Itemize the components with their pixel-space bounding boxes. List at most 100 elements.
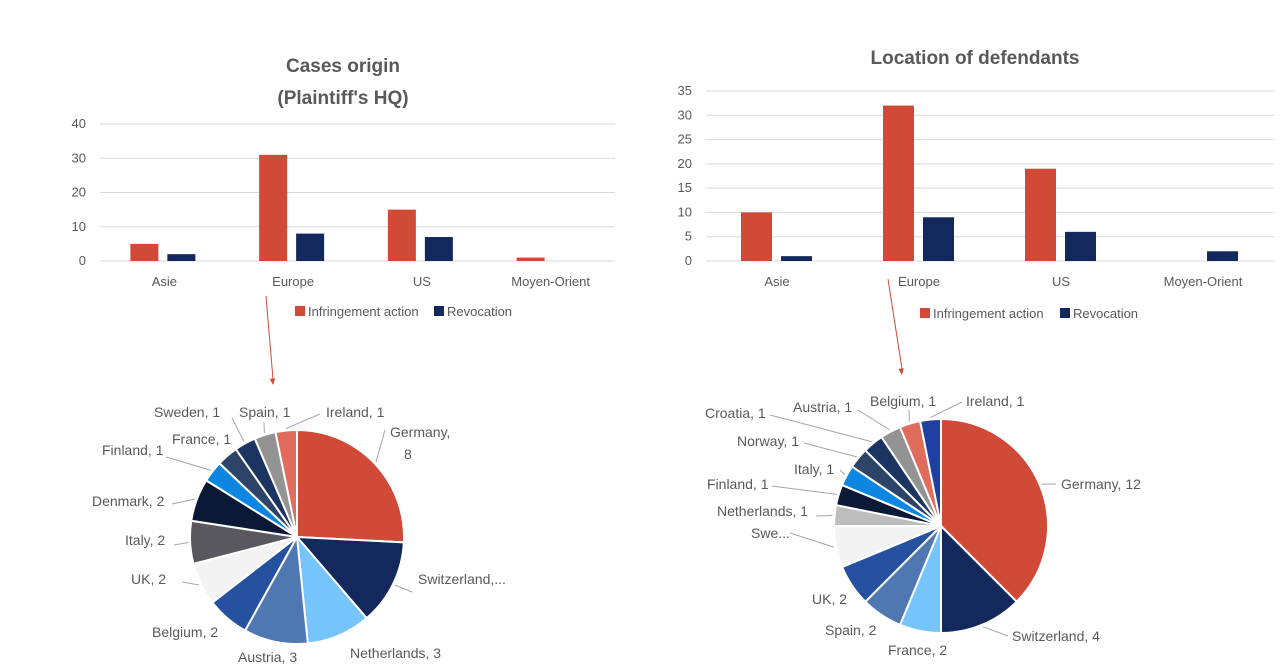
bar-revocation	[1207, 251, 1238, 261]
arrow-line	[266, 296, 273, 379]
x-tick-label: US	[1052, 274, 1070, 289]
leader-line	[816, 515, 833, 516]
pie-data-label: Belgium, 1	[870, 393, 936, 409]
y-tick-label: 40	[72, 116, 86, 131]
y-tick-label: 5	[685, 229, 692, 244]
leader-line	[286, 414, 320, 429]
pie-data-label: Austria, 1	[793, 399, 852, 415]
pie-slice-germany	[297, 430, 404, 542]
y-tick-label: 35	[678, 83, 692, 98]
leader-line	[840, 470, 845, 475]
bar-revocation	[425, 237, 453, 261]
legend-label: Revocation	[1073, 306, 1138, 321]
legend-swatch	[1060, 308, 1070, 318]
bar-infringement-action	[130, 244, 158, 261]
bar-infringement-action	[517, 258, 545, 261]
leader-line	[232, 418, 244, 442]
bar-infringement-action	[741, 212, 772, 261]
bar-infringement-action	[1025, 169, 1056, 261]
bar-infringement-action	[259, 155, 287, 261]
pie-data-label: Finland, 1	[102, 442, 164, 458]
leader-line	[790, 533, 834, 547]
leader-line	[395, 585, 412, 592]
pie-data-label: Austria, 3	[238, 649, 297, 665]
pie-data-label: Finland, 1	[707, 476, 769, 492]
pie-data-label: Germany, 12	[1061, 476, 1141, 492]
x-tick-label: Moyen-Orient	[511, 274, 590, 289]
leader-line	[772, 486, 837, 494]
y-tick-label: 20	[72, 185, 86, 200]
leader-line	[858, 410, 890, 430]
arrow-line	[888, 279, 902, 369]
pie-data-label: Italy, 1	[794, 461, 834, 477]
leader-line	[166, 457, 211, 470]
legend-label: Revocation	[447, 304, 512, 319]
pie-data-label: Swe...	[751, 525, 790, 541]
bar-revocation	[1065, 232, 1096, 261]
x-tick-label: Asie	[152, 274, 177, 289]
pie-data-label: UK, 2	[131, 571, 166, 587]
y-tick-label: 20	[678, 156, 692, 171]
chart-title: Location of defendants	[871, 48, 1080, 69]
bar-infringement-action	[883, 106, 914, 261]
pie-data-label: Ireland, 1	[326, 404, 385, 420]
y-tick-label: 10	[72, 219, 86, 234]
pie-data-label: Netherlands, 3	[350, 645, 441, 661]
y-tick-label: 30	[678, 107, 692, 122]
bar-revocation	[296, 234, 324, 261]
pie-data-label: France, 2	[888, 642, 947, 658]
x-tick-label: Europe	[272, 274, 314, 289]
pie-data-label: Spain, 2	[825, 622, 877, 638]
leader-line	[983, 627, 1008, 636]
pie-data-label: Switzerland, 4	[1012, 628, 1100, 644]
legend-swatch	[434, 306, 444, 316]
pie-data-label-value: 8	[404, 446, 412, 462]
legend-swatch	[920, 308, 930, 318]
bar-chart-cases-origin: Cases origin (Plaintiff's HQ) 0 10 20 30 40 A…	[72, 56, 615, 319]
x-tick-label: Asie	[764, 274, 789, 289]
y-tick-label: 30	[72, 150, 86, 165]
y-tick-label: 0	[685, 253, 692, 268]
pie-chart-europe-origin: Germany, 8 Switzerland,... Netherlands, 3 Au…	[92, 404, 506, 665]
legend-label: Infringement action	[308, 304, 419, 319]
y-tick-label: 25	[678, 132, 692, 147]
x-tick-label: US	[413, 274, 431, 289]
bar-revocation	[923, 217, 954, 261]
legend-swatch	[295, 306, 305, 316]
legend-label: Infringement action	[933, 306, 1044, 321]
x-tick-label: Moyen-Orient	[1164, 274, 1243, 289]
pie-data-label: Croatia, 1	[705, 405, 766, 421]
chart-subtitle: (Plaintiff's HQ)	[277, 88, 408, 109]
leader-line	[182, 582, 199, 585]
bar-infringement-action	[388, 210, 416, 261]
pie-data-label: Denmark, 2	[92, 493, 165, 509]
pie-data-label: France, 1	[172, 431, 231, 447]
y-tick-label: 15	[678, 180, 692, 195]
pie-data-label: UK, 2	[812, 591, 847, 607]
y-tick-label: 0	[79, 253, 86, 268]
pie-chart-europe-defendants: Germany, 12 Switzerland, 4 France, 2 Spain,…	[705, 393, 1141, 658]
pie-data-label: Norway, 1	[737, 433, 799, 449]
chart-title: Cases origin	[286, 56, 400, 77]
arrows	[266, 279, 904, 385]
leader-line	[174, 543, 188, 545]
pie-data-label: Switzerland,...	[418, 571, 506, 587]
pie-data-label: Germany,	[390, 424, 450, 440]
bar-chart-location-of-defendants: Location of defendants 0 5 10 15 20 25 30 35 Asi…	[678, 48, 1274, 321]
pie-data-label: Netherlands, 1	[717, 503, 808, 519]
x-tick-label: Europe	[898, 274, 940, 289]
pie-data-label: Sweden, 1	[154, 404, 220, 420]
leader-line	[172, 499, 195, 504]
y-tick-label: 10	[678, 204, 692, 219]
arrow-head-icon	[270, 378, 275, 385]
pie-data-label: Belgium, 2	[152, 624, 218, 640]
pie-data-label: Italy, 2	[125, 532, 165, 548]
leader-line	[376, 430, 385, 462]
leader-line	[804, 443, 857, 457]
pie-data-label: Spain, 1	[239, 404, 291, 420]
bar-revocation	[781, 256, 812, 261]
arrow-head-icon	[898, 368, 903, 375]
bar-revocation	[167, 254, 195, 261]
pie-data-label: Ireland, 1	[966, 393, 1025, 409]
